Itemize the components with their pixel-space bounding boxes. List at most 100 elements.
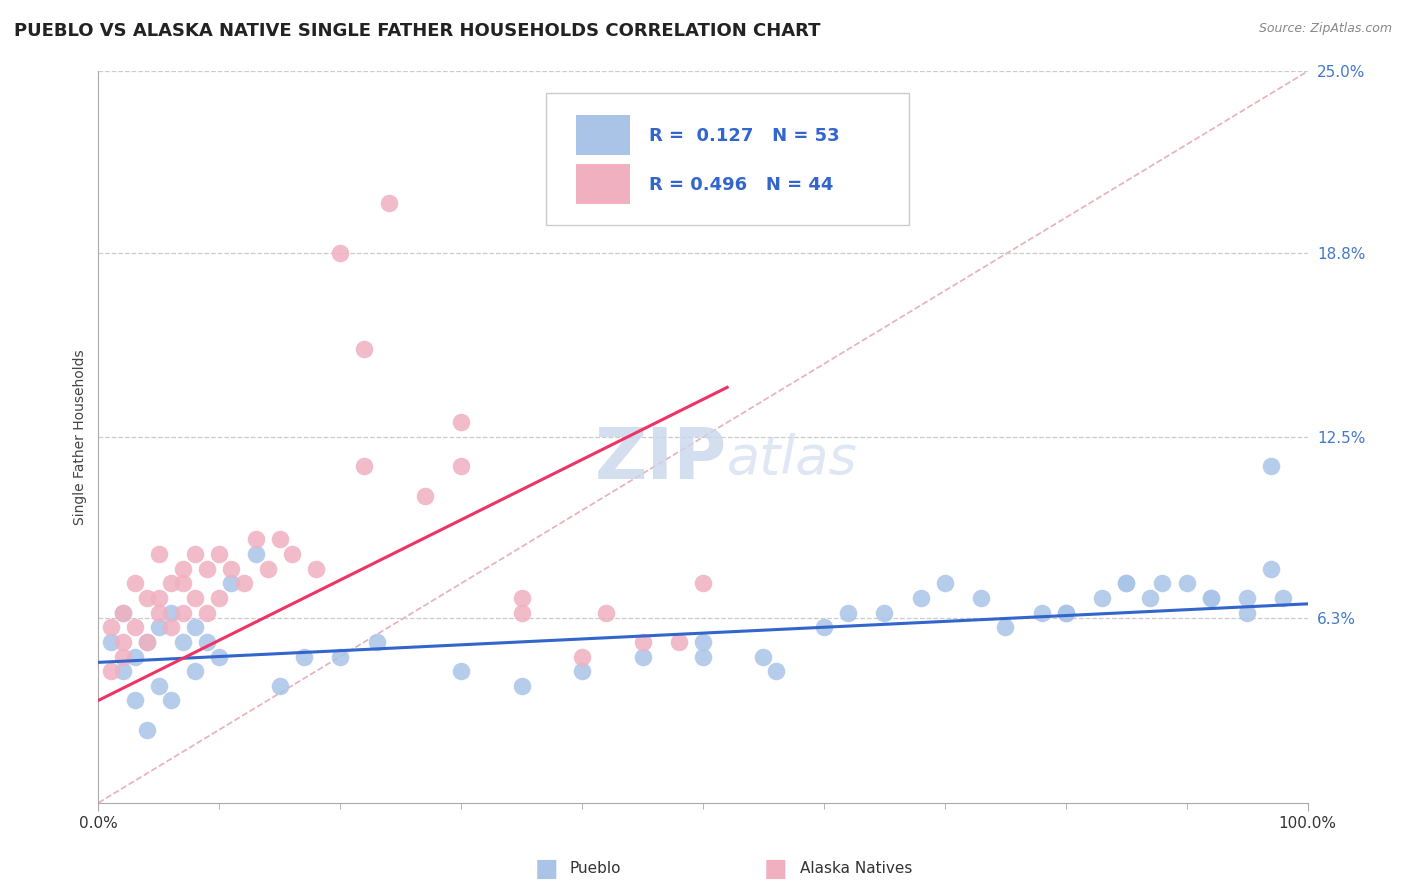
Point bbox=[765, 664, 787, 678]
FancyBboxPatch shape bbox=[576, 164, 630, 204]
Point bbox=[208, 591, 231, 605]
Point bbox=[135, 723, 157, 737]
Point bbox=[1115, 576, 1137, 591]
Point bbox=[813, 620, 835, 634]
Text: Alaska Natives: Alaska Natives bbox=[800, 861, 912, 876]
Point bbox=[994, 620, 1017, 634]
Text: PUEBLO VS ALASKA NATIVE SINGLE FATHER HOUSEHOLDS CORRELATION CHART: PUEBLO VS ALASKA NATIVE SINGLE FATHER HO… bbox=[14, 22, 821, 40]
Point bbox=[100, 620, 122, 634]
Point bbox=[1091, 591, 1114, 605]
Point bbox=[366, 635, 388, 649]
Point bbox=[934, 576, 956, 591]
Point bbox=[195, 606, 218, 620]
Point bbox=[245, 533, 267, 547]
Text: Source: ZipAtlas.com: Source: ZipAtlas.com bbox=[1258, 22, 1392, 36]
Point bbox=[160, 606, 183, 620]
Text: ■: ■ bbox=[763, 856, 787, 880]
Point bbox=[221, 576, 243, 591]
Point bbox=[970, 591, 993, 605]
Point bbox=[450, 459, 472, 474]
Point bbox=[1054, 606, 1077, 620]
Point bbox=[148, 591, 170, 605]
Point bbox=[208, 547, 231, 561]
Point bbox=[1054, 606, 1077, 620]
Point bbox=[1236, 606, 1258, 620]
Text: atlas: atlas bbox=[727, 433, 858, 485]
Point bbox=[910, 591, 932, 605]
Text: ZIP: ZIP bbox=[595, 425, 727, 493]
Point bbox=[571, 649, 593, 664]
Point bbox=[329, 649, 352, 664]
Point bbox=[595, 606, 617, 620]
Point bbox=[450, 416, 472, 430]
Point bbox=[160, 576, 183, 591]
Point bbox=[571, 664, 593, 678]
Point bbox=[837, 606, 859, 620]
Point bbox=[124, 649, 146, 664]
Point bbox=[450, 664, 472, 678]
Point bbox=[269, 533, 291, 547]
Point bbox=[1260, 562, 1282, 576]
Point bbox=[148, 547, 170, 561]
Point bbox=[353, 459, 375, 474]
Point bbox=[692, 576, 714, 591]
Point bbox=[1031, 606, 1053, 620]
Point bbox=[631, 635, 654, 649]
Point bbox=[232, 576, 254, 591]
Point bbox=[135, 635, 157, 649]
Point bbox=[413, 489, 436, 503]
Point bbox=[668, 635, 690, 649]
Point bbox=[160, 693, 183, 707]
Text: Pueblo: Pueblo bbox=[569, 861, 621, 876]
Point bbox=[305, 562, 328, 576]
Point bbox=[172, 635, 194, 649]
Point bbox=[184, 664, 207, 678]
Point bbox=[111, 606, 134, 620]
Point bbox=[631, 649, 654, 664]
Point bbox=[111, 664, 134, 678]
Point bbox=[184, 620, 207, 634]
Point bbox=[692, 649, 714, 664]
Point bbox=[100, 664, 122, 678]
FancyBboxPatch shape bbox=[546, 94, 908, 225]
Point bbox=[1152, 576, 1174, 591]
Point bbox=[692, 635, 714, 649]
Point bbox=[510, 606, 533, 620]
Point bbox=[1199, 591, 1222, 605]
Point bbox=[124, 693, 146, 707]
Point bbox=[172, 606, 194, 620]
Point bbox=[1272, 591, 1295, 605]
Point bbox=[195, 635, 218, 649]
Point bbox=[111, 606, 134, 620]
Point bbox=[172, 576, 194, 591]
Text: R =  0.127   N = 53: R = 0.127 N = 53 bbox=[648, 127, 839, 145]
Point bbox=[111, 635, 134, 649]
Y-axis label: Single Father Households: Single Father Households bbox=[73, 350, 87, 524]
Point bbox=[148, 679, 170, 693]
FancyBboxPatch shape bbox=[576, 115, 630, 155]
Point bbox=[1260, 459, 1282, 474]
Point bbox=[292, 649, 315, 664]
Point bbox=[124, 576, 146, 591]
Point bbox=[135, 591, 157, 605]
Point bbox=[172, 562, 194, 576]
Point bbox=[1236, 591, 1258, 605]
Point bbox=[256, 562, 278, 576]
Point bbox=[269, 679, 291, 693]
Point bbox=[111, 649, 134, 664]
Point bbox=[195, 562, 218, 576]
Point bbox=[1175, 576, 1198, 591]
Point bbox=[135, 635, 157, 649]
Point bbox=[1139, 591, 1161, 605]
Point bbox=[245, 547, 267, 561]
Point bbox=[208, 649, 231, 664]
Point bbox=[160, 620, 183, 634]
Point bbox=[281, 547, 304, 561]
Point bbox=[148, 620, 170, 634]
Point bbox=[377, 196, 399, 211]
Point bbox=[1199, 591, 1222, 605]
Point bbox=[148, 606, 170, 620]
Point bbox=[873, 606, 896, 620]
Point bbox=[752, 649, 775, 664]
Text: ■: ■ bbox=[534, 856, 558, 880]
